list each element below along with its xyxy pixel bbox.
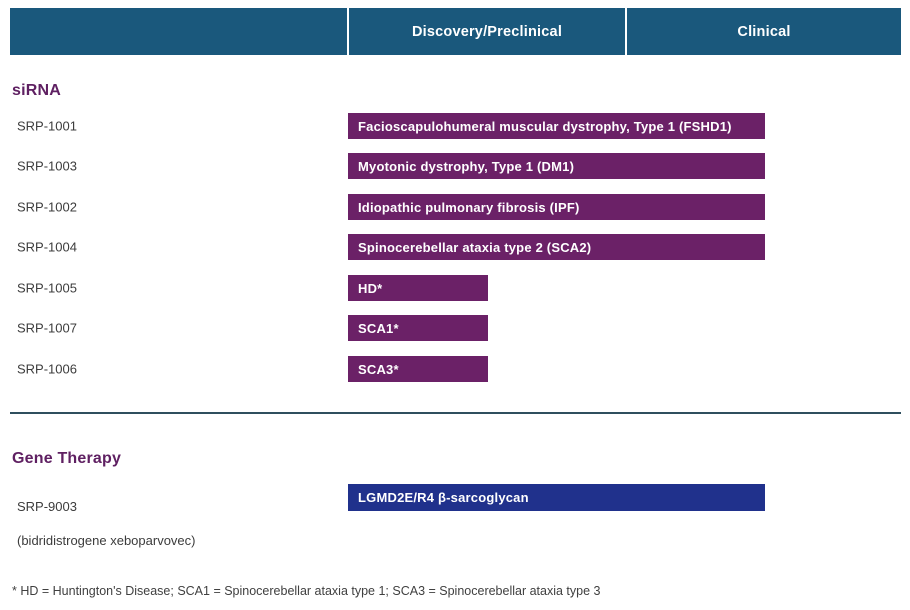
pipeline-row: SRP-1003 Myotonic dystrophy, Type 1 (DM1… [0,153,910,179]
indication-label: Idiopathic pulmonary fibrosis (IPF) [358,199,580,215]
indication-bar: HD* [348,275,488,301]
indication-label: SCA3* [358,361,399,377]
indication-label: Spinocerebellar ataxia type 2 (SCA2) [358,239,592,255]
section-title-gene-therapy: Gene Therapy [12,450,122,467]
section-divider [10,412,901,414]
indication-label: Myotonic dystrophy, Type 1 (DM1) [358,158,575,174]
pipeline-row: SRP-9003 (bidridistrogene xeboparvovec) … [0,481,910,548]
section-title-sirna: siRNA [12,82,62,99]
indication-bar: SCA1* [348,315,488,341]
pipeline-row: SRP-1001 Facioscapulohumeral muscular dy… [0,113,910,139]
indication-bar: Facioscapulohumeral muscular dystrophy, … [348,113,765,139]
indication-label: HD* [358,280,383,296]
indication-bar: SCA3* [348,356,488,382]
program-name: SRP-1003 [17,158,77,174]
program-name: SRP-9003 (bidridistrogene xeboparvovec) [17,481,195,549]
indication-bar: Spinocerebellar ataxia type 2 (SCA2) [348,234,765,260]
stage-column-discovery-preclinical: Discovery/Preclinical [349,8,625,55]
program-name: SRP-1006 [17,361,77,377]
pipeline-row: SRP-1005 HD* [0,275,910,301]
indication-label: Facioscapulohumeral muscular dystrophy, … [358,118,732,134]
program-name: SRP-1002 [17,199,77,215]
indication-bar: LGMD2E/R4 β-sarcoglycan [348,484,765,511]
program-code: SRP-9003 [17,499,77,514]
program-name: SRP-1004 [17,239,77,255]
stage-header: Discovery/Preclinical Clinical [10,8,901,55]
pipeline-row: SRP-1007 SCA1* [0,315,910,341]
program-name: SRP-1001 [17,118,77,134]
stage-column-clinical: Clinical [627,8,901,55]
indication-bar: Myotonic dystrophy, Type 1 (DM1) [348,153,765,179]
footnote: * HD = Huntington's Disease; SCA1 = Spin… [12,584,601,598]
indication-label: LGMD2E/R4 β-sarcoglycan [358,490,529,505]
pipeline-row: SRP-1002 Idiopathic pulmonary fibrosis (… [0,194,910,220]
pipeline-row: SRP-1006 SCA3* [0,356,910,382]
stage-column-blank [10,8,347,55]
program-subtitle: (bidridistrogene xeboparvovec) [17,533,196,548]
program-name: SRP-1005 [17,280,77,296]
pipeline-row: SRP-1004 Spinocerebellar ataxia type 2 (… [0,234,910,260]
program-name: SRP-1007 [17,320,77,336]
indication-bar: Idiopathic pulmonary fibrosis (IPF) [348,194,765,220]
indication-label: SCA1* [358,320,399,336]
